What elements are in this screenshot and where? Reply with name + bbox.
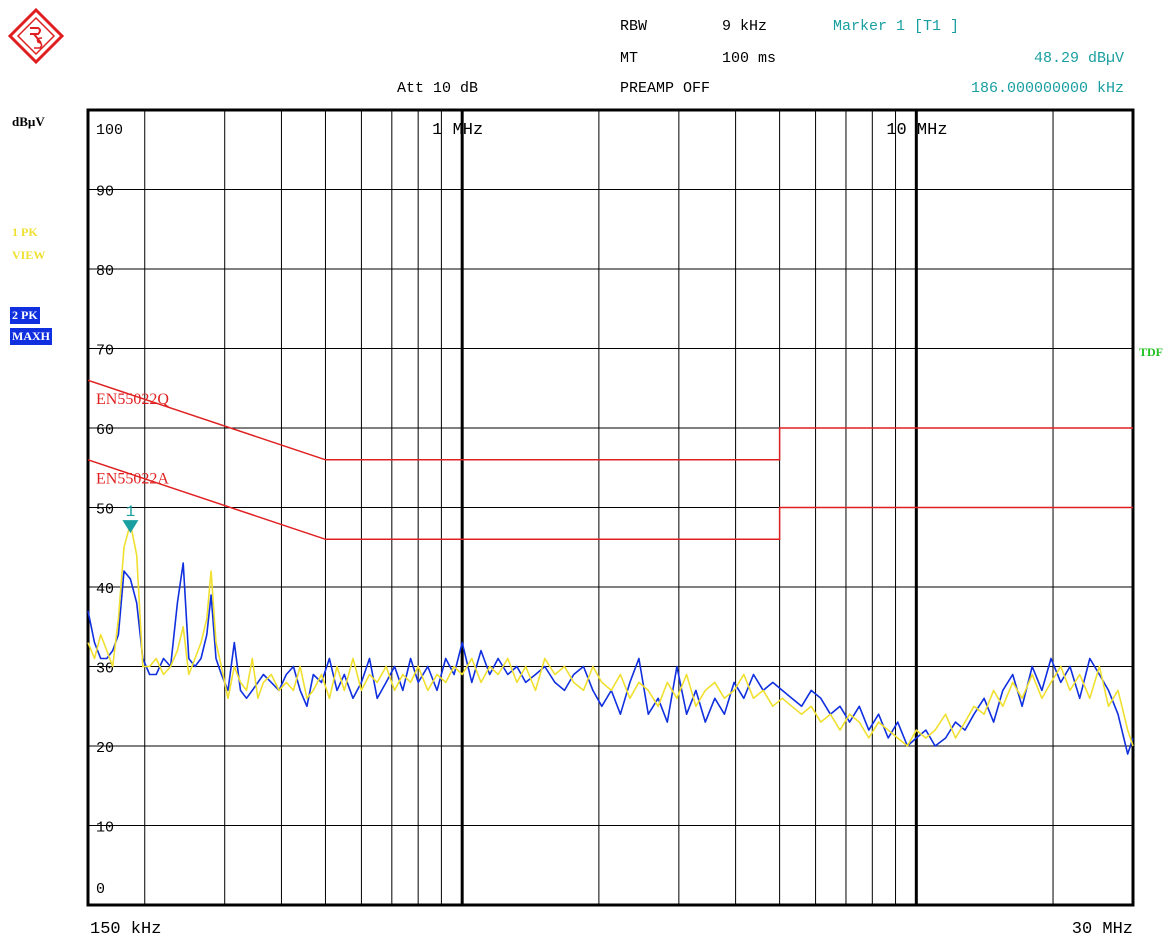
mt-label: MT [620, 50, 639, 67]
y-tick-label: 80 [96, 263, 114, 280]
tdf-label: TDF [1139, 345, 1163, 359]
decade-label: 1 MHz [432, 121, 483, 140]
marker-triangle [122, 520, 139, 534]
limit-label: EN55022A [96, 471, 169, 488]
trace1-detector: 1 PK [12, 225, 38, 239]
y-tick-label: 10 [96, 820, 114, 837]
marker-level: 48.29 dBµV [1033, 50, 1124, 67]
limit-lines: EN55022Q EN55022A [87, 379, 1133, 541]
y-unit-label: dBµV [12, 114, 45, 129]
y-tick-label: 40 [96, 581, 114, 598]
decade-labels: 1 MHz 10 MHz [432, 121, 947, 140]
preamp-status: PREAMP OFF [620, 80, 711, 97]
y-tick-label: 90 [96, 184, 114, 201]
decade-label: 10 MHz [886, 121, 947, 140]
limit-label: EN55022Q [96, 391, 169, 408]
x-axis-right-label: 30 MHz [1072, 920, 1133, 936]
y-tick-label: 20 [96, 740, 114, 757]
y-tick-label: 0 [96, 881, 105, 898]
rbw-value: 9 kHz [722, 18, 768, 35]
y-tick-label: 70 [96, 343, 114, 360]
trace2-detector: 2 PK [10, 307, 40, 324]
limit-line [87, 459, 1133, 541]
y-tick-label: 50 [96, 502, 114, 519]
y-tick-label: 30 [96, 661, 114, 678]
trace2-mode: MAXH [10, 328, 52, 345]
limit-line [87, 379, 1133, 461]
trace-1-line [87, 522, 1134, 747]
marker-frequency: 186.000000000 kHz [970, 80, 1124, 97]
traces [87, 522, 1134, 755]
marker-title: Marker 1 [T1 ] [833, 18, 960, 35]
rbw-label: RBW [620, 18, 648, 35]
y-tick-label: 100 [96, 122, 123, 139]
mt-value: 100 ms [722, 50, 777, 67]
marker-group: 1 [122, 503, 139, 534]
trace-2-line [87, 562, 1134, 755]
x-axis-left-label: 150 kHz [90, 920, 161, 936]
attenuation: Att 10 dB [397, 80, 479, 97]
marker-label: 1 [126, 503, 136, 521]
y-tick-label: 60 [96, 422, 114, 439]
rs-logo [8, 8, 64, 64]
trace1-mode: VIEW [12, 248, 46, 262]
